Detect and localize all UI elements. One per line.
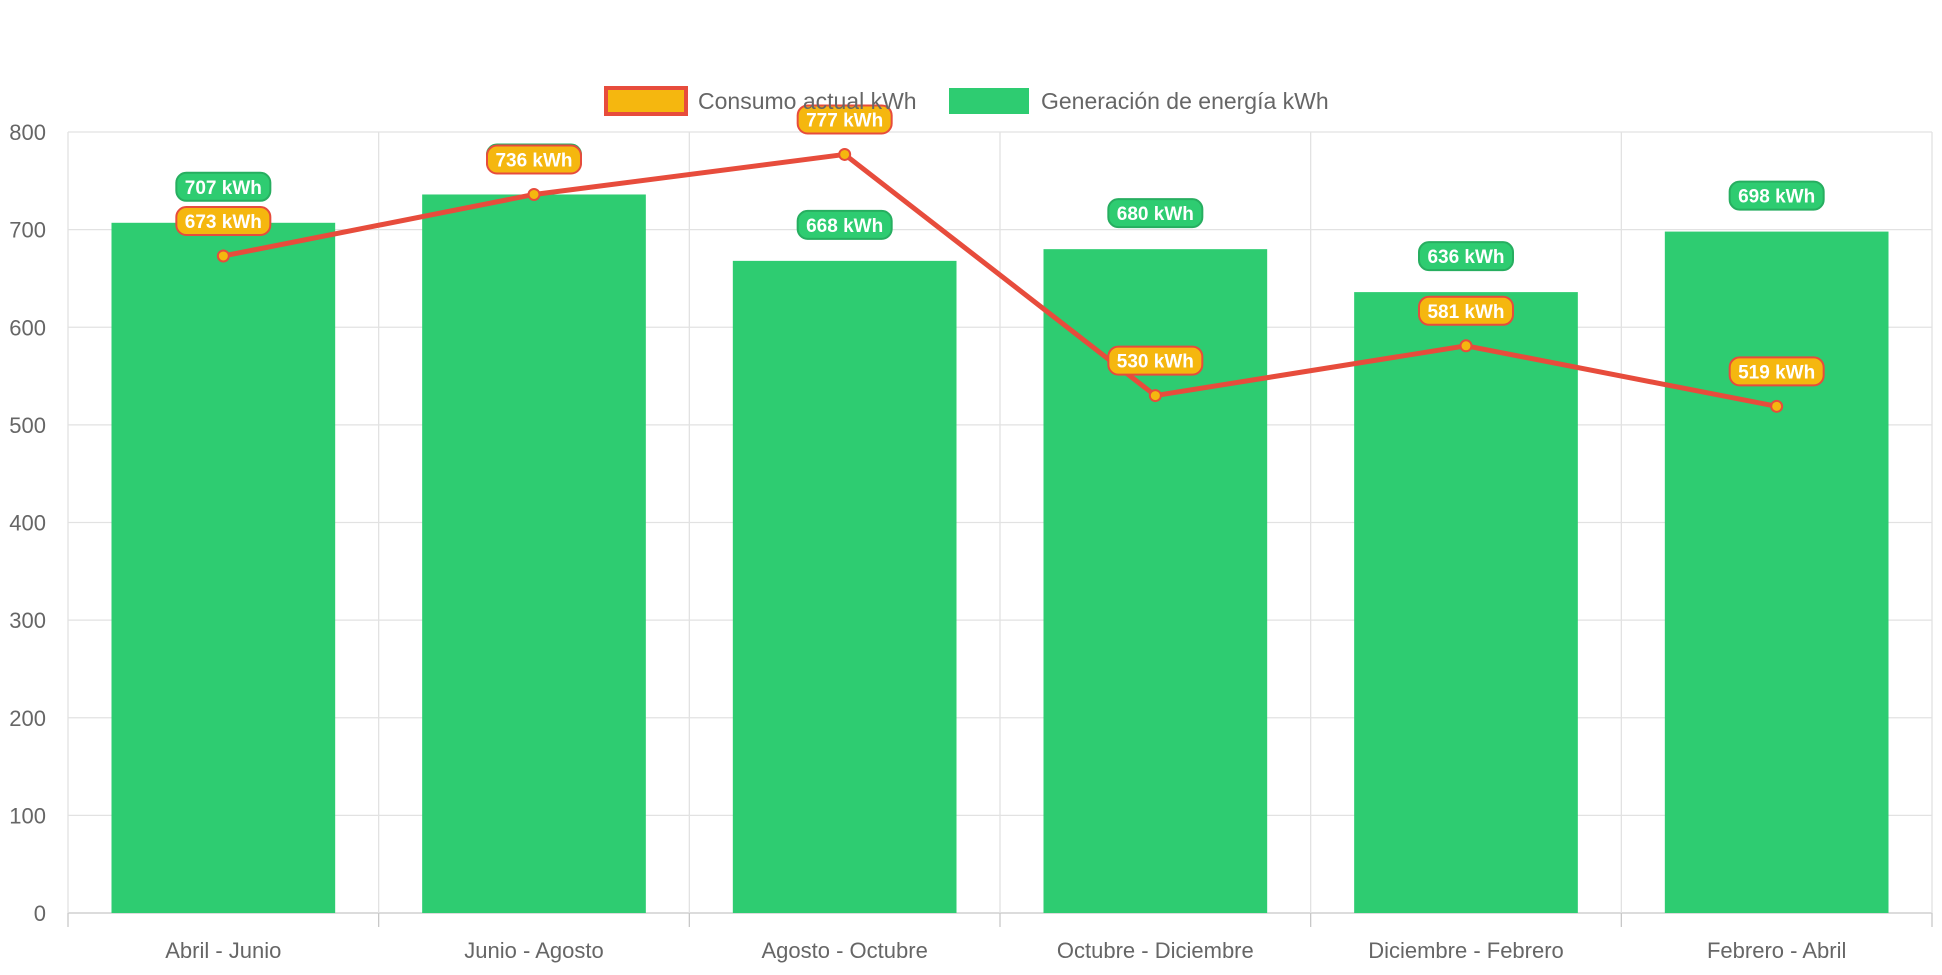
data-label-consumo-badge	[1107, 345, 1204, 376]
data-label-consumo-group: 673 kWh	[175, 205, 272, 236]
data-label-consumo-group: 530 kWh	[1107, 345, 1204, 376]
x-tick-label: Abril - Junio	[165, 938, 281, 963]
x-tick-label: Junio - Agosto	[464, 938, 603, 963]
point-consumo[interactable]	[838, 147, 852, 161]
data-label-generacion: 698 kWh	[1738, 187, 1815, 208]
data-label-generacion-badge	[175, 171, 272, 202]
data-label-consumo: 530 kWh	[1117, 352, 1194, 373]
data-label-consumo-badge	[175, 205, 272, 236]
grid-layer	[67, 131, 1933, 914]
data-label-consumo-badge	[1418, 295, 1514, 326]
data-label-generacion: 636 kWh	[1427, 247, 1504, 268]
point-consumo[interactable]	[527, 187, 541, 201]
data-label-consumo: 673 kWh	[185, 212, 262, 233]
point-consumo[interactable]	[1770, 399, 1784, 413]
y-tick-label: 500	[9, 413, 46, 438]
y-tick-label: 800	[9, 120, 46, 145]
data-label-generacion-badge	[1728, 180, 1825, 211]
point-consumo[interactable]	[1148, 389, 1162, 403]
point-consumo[interactable]	[1459, 339, 1473, 353]
data-label-consumo-badge	[486, 144, 582, 175]
data-label-consumo-group: 519 kWh	[1728, 356, 1825, 387]
data-label-generacion-badge	[796, 209, 893, 240]
x-tick-label: Octubre - Diciembre	[1057, 938, 1254, 963]
bar-generacion[interactable]	[732, 260, 957, 913]
data-label-consumo: 519 kWh	[1738, 362, 1815, 383]
bar-generacion[interactable]	[422, 194, 646, 914]
x-tick-label: Diciembre - Febrero	[1368, 938, 1564, 963]
data-label-generacion-badge	[1418, 241, 1514, 272]
bar-generacion[interactable]	[1664, 231, 1889, 913]
legend-swatch-consumo[interactable]	[604, 86, 688, 116]
data-label-generacion-group: 680 kWh	[1107, 198, 1204, 229]
y-tick-label: 700	[9, 218, 46, 243]
data-label-generacion-group: 698 kWh	[1728, 180, 1825, 211]
legend-label-consumo[interactable]: Consumo actual kWh	[698, 88, 917, 114]
data-label-generacion-group: 668 kWh	[796, 209, 893, 240]
bar-generacion[interactable]	[111, 222, 336, 913]
x-tick-label: Febrero - Abril	[1707, 938, 1846, 963]
data-label-generacion: 680 kWh	[1117, 204, 1194, 225]
data-label-generacion-group: 707 kWh	[175, 171, 272, 202]
y-tick-label: 100	[9, 803, 46, 828]
axis-layer: 0 100 200 300 400 500 600 700 800 Abril - Junio Ju…	[9, 120, 1933, 963]
data-label-consumo: 736 kWh	[495, 150, 572, 171]
data-label-generacion-group: 636 kWh	[1418, 241, 1514, 272]
legend-label-generacion[interactable]: Generación de energía kWh	[1041, 88, 1329, 114]
data-label-consumo-group: 736 kWh	[486, 144, 582, 175]
data-label-generacion-badge	[1107, 198, 1204, 229]
legend: Consumo actual kWh Generación de energía…	[604, 86, 1329, 116]
y-tick-label: 300	[9, 608, 46, 633]
y-tick-label: 400	[9, 511, 46, 536]
y-tick-label: 200	[9, 706, 46, 731]
line-layer	[216, 147, 1784, 413]
x-tick-label: Agosto - Octubre	[762, 938, 928, 963]
data-label-generacion: 668 kWh	[806, 216, 883, 237]
label-layer: 707 kWh 736 kWh 668 kWh 680 kWh 636 kWh 698 k…	[175, 104, 1825, 387]
y-tick-label: 0	[34, 901, 46, 926]
data-label-consumo-group: 777 kWh	[796, 104, 893, 135]
data-label-consumo-badge	[1728, 356, 1825, 387]
data-label-consumo-group: 581 kWh	[1418, 295, 1514, 326]
data-label-consumo: 777 kWh	[806, 110, 883, 131]
line-consumo[interactable]	[222, 151, 1778, 409]
data-label-consumo-badge	[796, 104, 893, 135]
data-label-consumo: 581 kWh	[1427, 302, 1504, 323]
point-consumo[interactable]	[216, 249, 230, 263]
bar-generacion[interactable]	[1354, 292, 1578, 914]
data-label-generacion: 707 kWh	[185, 178, 262, 199]
legend-swatch-generacion[interactable]	[949, 88, 1029, 114]
y-tick-label: 600	[9, 315, 46, 340]
